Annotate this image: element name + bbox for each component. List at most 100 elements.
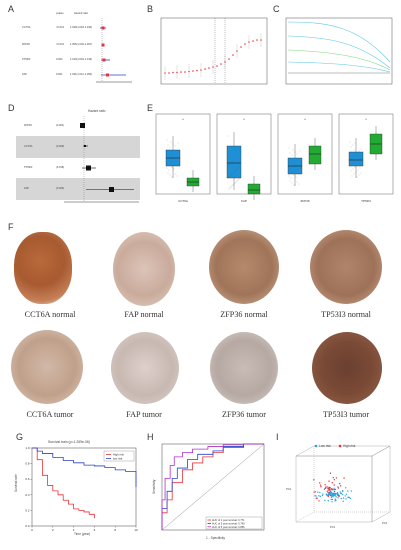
pca-axis-pc2: PC2 (286, 488, 292, 491)
pca-point (319, 491, 321, 494)
pca-point (339, 491, 341, 493)
pca-point (350, 490, 353, 492)
sample-dot (236, 168, 238, 170)
pca-point (327, 495, 329, 498)
panel-b-lasso-cv (160, 17, 268, 85)
y-tick-label: 0.2 (25, 508, 30, 512)
pca-point (330, 498, 332, 501)
sample-dot (171, 156, 173, 158)
pca-point (334, 498, 337, 500)
ihc-image-zfp36-tumor (210, 332, 278, 404)
sample-dot (238, 178, 240, 180)
x-tick-label: 2 (52, 528, 54, 532)
sample-dot (232, 184, 234, 186)
pca-point (318, 495, 320, 497)
pca-point (345, 498, 347, 500)
sample-dot (177, 142, 179, 144)
x-tick-label: 4 (73, 528, 75, 532)
sample-dot (292, 149, 294, 151)
y-tick-label: 0.0 (25, 524, 30, 528)
plot-frame (161, 443, 265, 531)
pca-point (341, 493, 344, 496)
sample-dot (171, 176, 173, 178)
pca-point (321, 494, 324, 497)
sample-dot (350, 170, 352, 172)
pca-point (337, 487, 340, 489)
pca-point (331, 498, 334, 501)
boxplot-frame (216, 113, 272, 195)
sample-dot (230, 186, 232, 188)
coef-path (287, 61, 391, 73)
pca-point (326, 486, 328, 488)
ihc-image-fap-normal (113, 232, 175, 306)
km-curve-high-risk (32, 447, 95, 519)
roc-curve (161, 443, 264, 530)
pca-point (330, 491, 333, 494)
sample-dot (350, 146, 352, 148)
pvalue-label: <0.001 (56, 26, 65, 29)
caption-cct6a-tumor: CCT6A tumor (26, 410, 74, 419)
pca-point (322, 493, 324, 495)
forest-title: Hazard ratio (88, 109, 106, 113)
coef-path (287, 49, 391, 71)
sample-dot (353, 161, 355, 163)
sample-dot (288, 175, 290, 177)
forest-row: TP53I3 (0.018) (16, 159, 140, 177)
sample-dot (353, 149, 355, 151)
significance-mark: * (182, 117, 184, 122)
panel-label-a: A (8, 4, 15, 14)
pca-point (331, 501, 333, 503)
pca-point (333, 490, 336, 493)
pca-box (295, 445, 391, 523)
sample-dot (293, 174, 295, 176)
sample-dot (167, 172, 169, 174)
pca-point (349, 497, 352, 500)
pca-point (341, 489, 344, 492)
pca-point (348, 496, 350, 499)
pca-point (333, 487, 335, 490)
y-tick-label: 0.6 (25, 477, 30, 481)
sample-dot (231, 185, 233, 187)
sample-dot (230, 174, 232, 176)
sample-dot (232, 160, 234, 162)
boxplot-graphic: * CCT6A * FAP * ZFP36 * TP53I3 (155, 113, 394, 203)
sample-dot (177, 152, 179, 154)
coef-path (287, 21, 391, 63)
sample-dot (176, 175, 178, 177)
sample-dot (174, 173, 176, 175)
error-bars (164, 33, 262, 80)
normal-box (247, 183, 261, 195)
sample-dot (297, 168, 299, 170)
sample-dot (290, 157, 292, 159)
pca-point (330, 488, 333, 490)
sample-dot (289, 180, 291, 182)
pca-point (340, 497, 343, 500)
sample-dot (298, 173, 300, 175)
pca-point (336, 491, 339, 494)
boxplot-tp53i3: * TP53I3 (338, 113, 394, 203)
sample-dot (355, 159, 357, 161)
ihc-image-cct6a-tumor (11, 330, 83, 404)
boxplot-cct6a: * CCT6A (155, 113, 211, 203)
sample-dot (293, 164, 295, 166)
pca-points-low (314, 486, 353, 503)
pca-point (325, 486, 327, 488)
pca-point (314, 490, 317, 493)
sample-dot (294, 161, 296, 163)
sample-dot (289, 152, 291, 154)
pvalue-label: (0.009) (56, 145, 65, 148)
sample-dot (360, 172, 362, 174)
sample-dot (227, 165, 229, 167)
sample-dot (166, 139, 168, 141)
pca-point (328, 491, 330, 494)
pca-point (333, 489, 335, 491)
sample-dot (233, 171, 235, 173)
y-tick-label: 1.0 (25, 446, 30, 450)
hr-point (101, 43, 105, 47)
gene-label: ZFP36 (24, 124, 32, 127)
sample-dot (292, 159, 294, 161)
sample-dot (355, 171, 357, 173)
pca-point (327, 500, 329, 502)
caption-cct6a-normal: CCT6A normal (24, 310, 76, 319)
pca-point (337, 497, 339, 499)
